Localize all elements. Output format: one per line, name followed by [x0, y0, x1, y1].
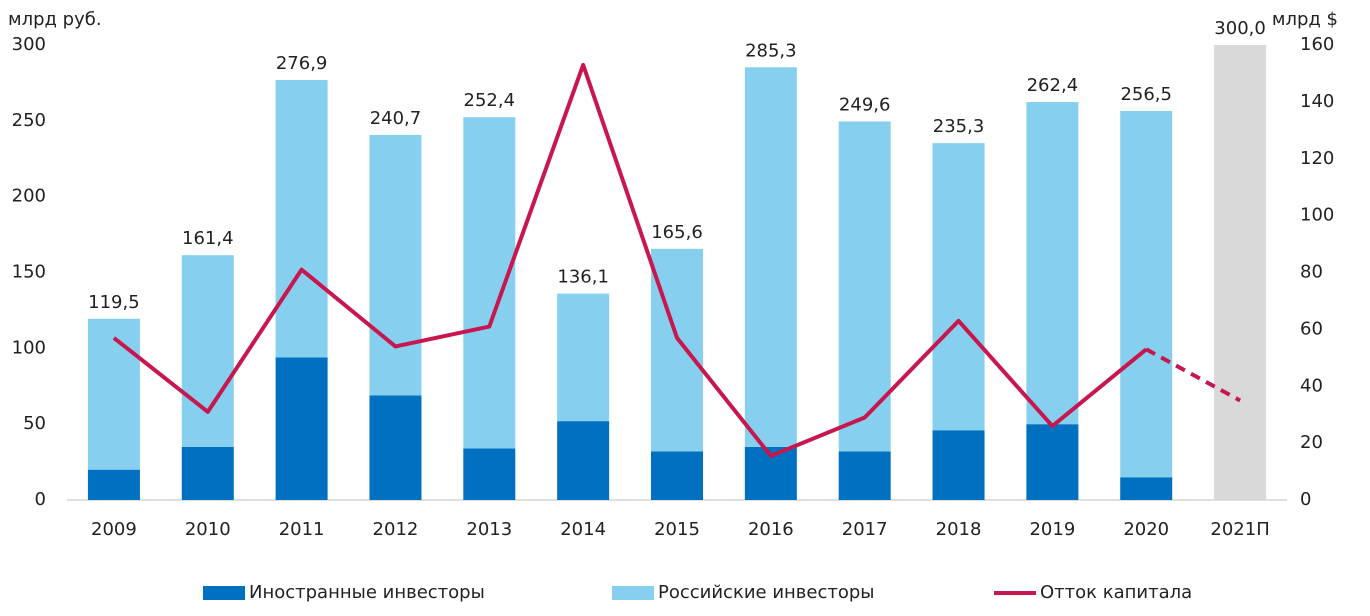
bar-segment — [557, 293, 610, 422]
line-forecast — [1145, 347, 1242, 403]
bar-segment — [651, 451, 703, 500]
total-label: 252,4 — [464, 90, 516, 111]
x-tick-label: 2010 — [185, 519, 231, 540]
y-axis-label: млрд руб. — [8, 9, 102, 30]
bar-segment — [87, 318, 140, 470]
y-tick-label: 0 — [35, 489, 46, 510]
total-label: 136,1 — [557, 267, 609, 288]
total-label: 235,3 — [933, 116, 985, 137]
y2-tick-label: 140 — [1300, 91, 1334, 112]
x-tick-label: 2016 — [748, 519, 794, 540]
forecast-bar — [1214, 45, 1267, 500]
bar-segment — [932, 143, 985, 431]
total-label: 262,4 — [1027, 75, 1079, 96]
bar-segment — [838, 121, 891, 452]
bar-segment — [1120, 477, 1173, 500]
total-label: 165,6 — [651, 222, 703, 243]
total-label: 300,0 — [1214, 18, 1266, 39]
x-tick-label: 2009 — [91, 519, 137, 540]
legend-swatch — [203, 586, 245, 600]
total-label: 119,5 — [88, 292, 140, 313]
y2-axis-label: млрд $ — [1272, 9, 1338, 30]
legend-swatch — [612, 586, 654, 600]
y-tick-label: 250 — [12, 110, 46, 131]
x-tick-label: 2017 — [842, 519, 888, 540]
x-tick-label: 2015 — [654, 519, 700, 540]
x-tick-label: 2021П — [1210, 519, 1269, 540]
legend-label: Отток капитала — [1040, 582, 1192, 603]
x-tick-label: 2012 — [373, 519, 419, 540]
y2-tick-label: 100 — [1300, 205, 1334, 226]
bar-segment — [932, 430, 985, 500]
y-tick-label: 200 — [12, 186, 46, 207]
x-tick-label: 2020 — [1123, 519, 1169, 540]
y2-tick-label: 40 — [1300, 375, 1323, 396]
total-label: 285,3 — [745, 40, 797, 61]
bar-segment — [557, 421, 610, 500]
bar-segment — [181, 446, 234, 500]
y2-tick-label: 0 — [1300, 489, 1311, 510]
y2-tick-label: 120 — [1300, 148, 1334, 169]
bar-segment — [1026, 102, 1079, 425]
x-tick-label: 2019 — [1029, 519, 1075, 540]
total-label: 256,5 — [1120, 84, 1172, 105]
y2-tick-label: 20 — [1300, 432, 1323, 453]
x-tick-label: 2013 — [466, 519, 512, 540]
line — [112, 62, 1148, 458]
y2-tick-label: 160 — [1300, 34, 1334, 55]
x-tick-label: 2011 — [279, 519, 325, 540]
bar-segment — [87, 469, 140, 500]
y-tick-label: 150 — [12, 262, 46, 283]
total-label: 161,4 — [182, 228, 234, 249]
bar-segment — [1120, 110, 1173, 478]
legend-label: Иностранные инвесторы — [249, 582, 485, 603]
bar-segment — [838, 451, 891, 500]
y-tick-label: 50 — [23, 413, 46, 434]
bar-segment — [369, 395, 422, 500]
total-label: 249,6 — [839, 94, 891, 115]
bar-segment — [463, 448, 516, 500]
y2-tick-label: 60 — [1300, 318, 1323, 339]
bar-segment — [275, 357, 328, 500]
bar-segment — [181, 255, 234, 447]
legend-label: Российские инвесторы — [658, 582, 875, 603]
x-tick-label: 2014 — [560, 519, 606, 540]
bar-segment — [463, 117, 516, 449]
x-tick-label: 2018 — [936, 519, 982, 540]
bar-segment — [744, 67, 797, 447]
bar-segment — [369, 134, 422, 396]
y-tick-label: 100 — [12, 337, 46, 358]
bar-segment — [275, 80, 328, 358]
y-tick-label: 300 — [12, 34, 46, 55]
total-label: 276,9 — [276, 53, 328, 74]
total-label: 240,7 — [370, 108, 422, 129]
y2-tick-label: 80 — [1300, 262, 1323, 283]
bar-segment — [1026, 424, 1079, 500]
